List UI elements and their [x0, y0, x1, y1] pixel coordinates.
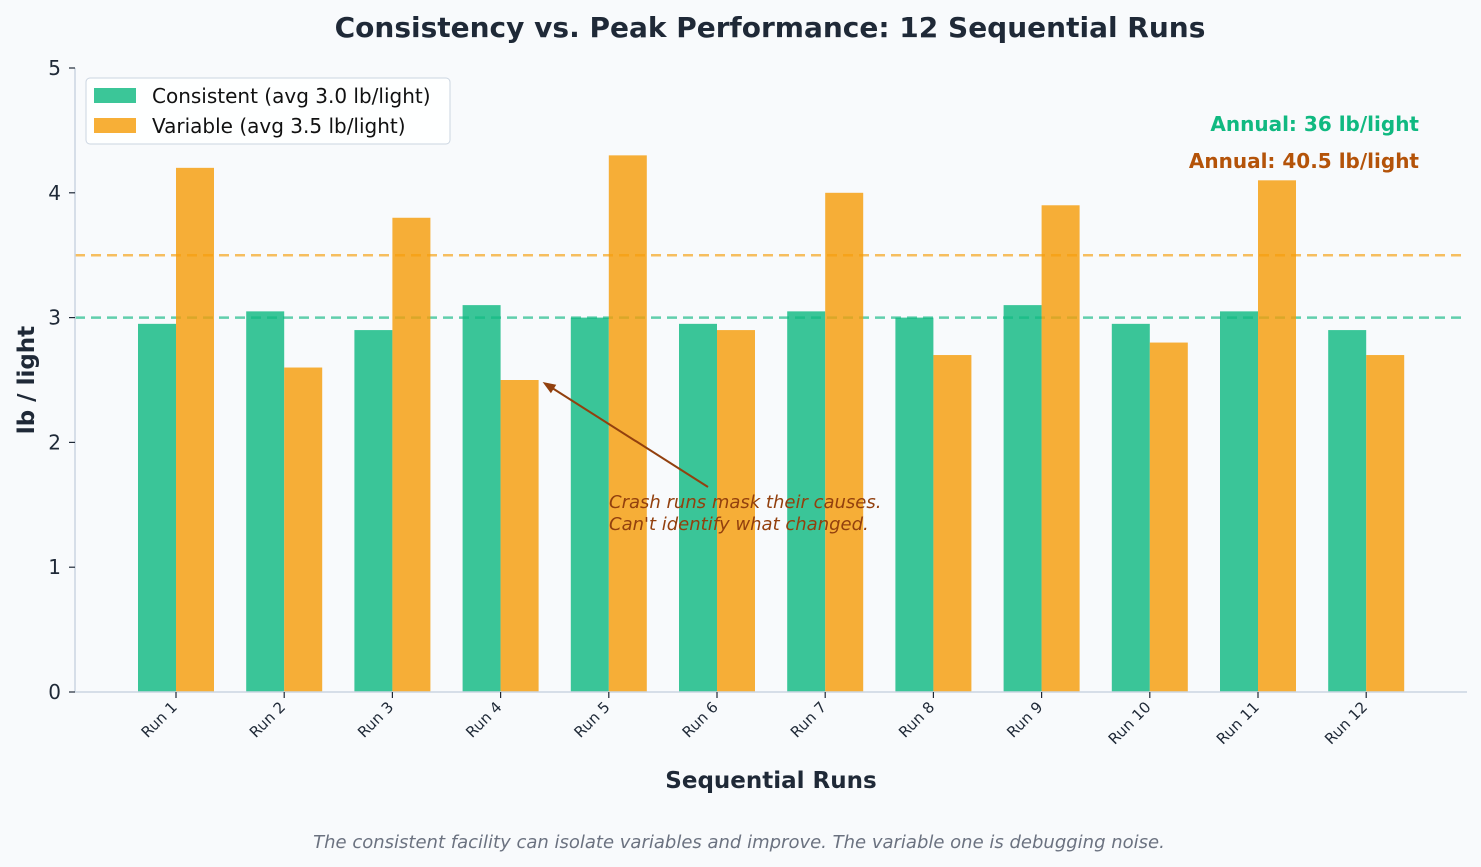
annotation-arrow	[550, 386, 709, 488]
y-tick-label: 2	[48, 430, 61, 454]
legend-swatch-variable	[94, 118, 136, 133]
x-tick-label-run-11: Run 11	[1213, 698, 1263, 748]
legend: Consistent (avg 3.0 lb/light) Variable (…	[85, 77, 451, 145]
x-tick-label-run-2: Run 2	[246, 698, 289, 741]
bar-consistent-run-3	[354, 330, 393, 692]
x-tick-label-run-9: Run 9	[1003, 698, 1046, 741]
bar-variable-run-10	[1149, 342, 1188, 692]
axes	[74, 68, 1467, 693]
bar-consistent-run-1	[138, 323, 176, 692]
bar-variable-run-6	[717, 330, 755, 692]
legend-swatch-consistent	[94, 88, 136, 103]
bars	[138, 155, 1405, 693]
bar-consistent-run-10	[1111, 323, 1150, 692]
bar-variable-run-2	[284, 367, 323, 692]
y-tick-label: 0	[48, 680, 61, 704]
annotation-arrowhead	[542, 382, 557, 394]
x-axis-title: Sequential Runs	[665, 768, 876, 794]
y-ticks: 0 1 2 3 4 5	[48, 56, 75, 704]
y-tick-label: 3	[48, 306, 61, 330]
bar-consistent-run-8	[895, 317, 934, 692]
bar-consistent-run-12	[1328, 330, 1367, 692]
x-ticks: Run 1 Run 2 Run 3 Run 4 Run 5 Run 6 Run 7 Run 8…	[138, 692, 1371, 748]
x-tick-label-run-7: Run 7	[787, 698, 830, 741]
bar-consistent-run-7	[787, 311, 826, 692]
x-tick-label-run-1: Run 1	[138, 698, 181, 741]
bar-variable-run-5	[608, 155, 647, 693]
x-tick-label-run-3: Run 3	[354, 698, 397, 741]
annotation-line-1: Crash runs mask their causes.	[609, 492, 881, 513]
legend-box	[85, 77, 451, 145]
bar-variable-run-1	[176, 167, 214, 693]
legend-label-consistent: Consistent (avg 3.0 lb/light)	[152, 84, 431, 108]
y-tick-label: 4	[48, 181, 61, 205]
bar-consistent-run-9	[1003, 305, 1042, 692]
x-tick-label-run-5: Run 5	[570, 698, 613, 741]
y-tick-label: 5	[48, 56, 61, 80]
bar-variable-run-7	[825, 192, 864, 693]
x-tick-label-run-6: Run 6	[679, 698, 722, 741]
chart-title: Consistency vs. Peak Performance: 12 Seq…	[335, 11, 1206, 44]
bar-variable-run-8	[933, 355, 972, 692]
legend-label-variable: Variable (avg 3.5 lb/light)	[152, 114, 406, 138]
x-tick-label-run-12: Run 12	[1321, 698, 1371, 748]
bar-variable-run-9	[1041, 205, 1080, 692]
annual-label-variable: Annual: 40.5 lb/light	[1189, 149, 1420, 173]
x-tick-label-run-8: Run 8	[895, 698, 938, 741]
bar-consistent-run-11	[1220, 311, 1258, 692]
y-axis-title: lb / light	[14, 326, 40, 434]
bar-consistent-run-4	[462, 305, 501, 692]
bar-variable-run-4	[500, 380, 539, 692]
bar-consistent-run-6	[679, 323, 717, 692]
annual-label-consistent: Annual: 36 lb/light	[1210, 112, 1419, 136]
x-tick-label-run-10: Run 10	[1105, 698, 1155, 748]
bar-consistent-run-2	[246, 311, 285, 692]
bar-variable-run-12	[1366, 355, 1405, 692]
bar-consistent-run-5	[570, 317, 609, 692]
chart-caption: The consistent facility can isolate vari…	[313, 832, 1165, 853]
annotation: Crash runs mask their causes. Can't iden…	[542, 382, 881, 535]
annotation-line-2: Can't identify what changed.	[609, 514, 869, 535]
x-tick-label-run-4: Run 4	[462, 698, 505, 741]
y-tick-label: 1	[48, 555, 61, 579]
bar-variable-run-11	[1258, 180, 1296, 692]
bar-variable-run-3	[392, 217, 431, 692]
